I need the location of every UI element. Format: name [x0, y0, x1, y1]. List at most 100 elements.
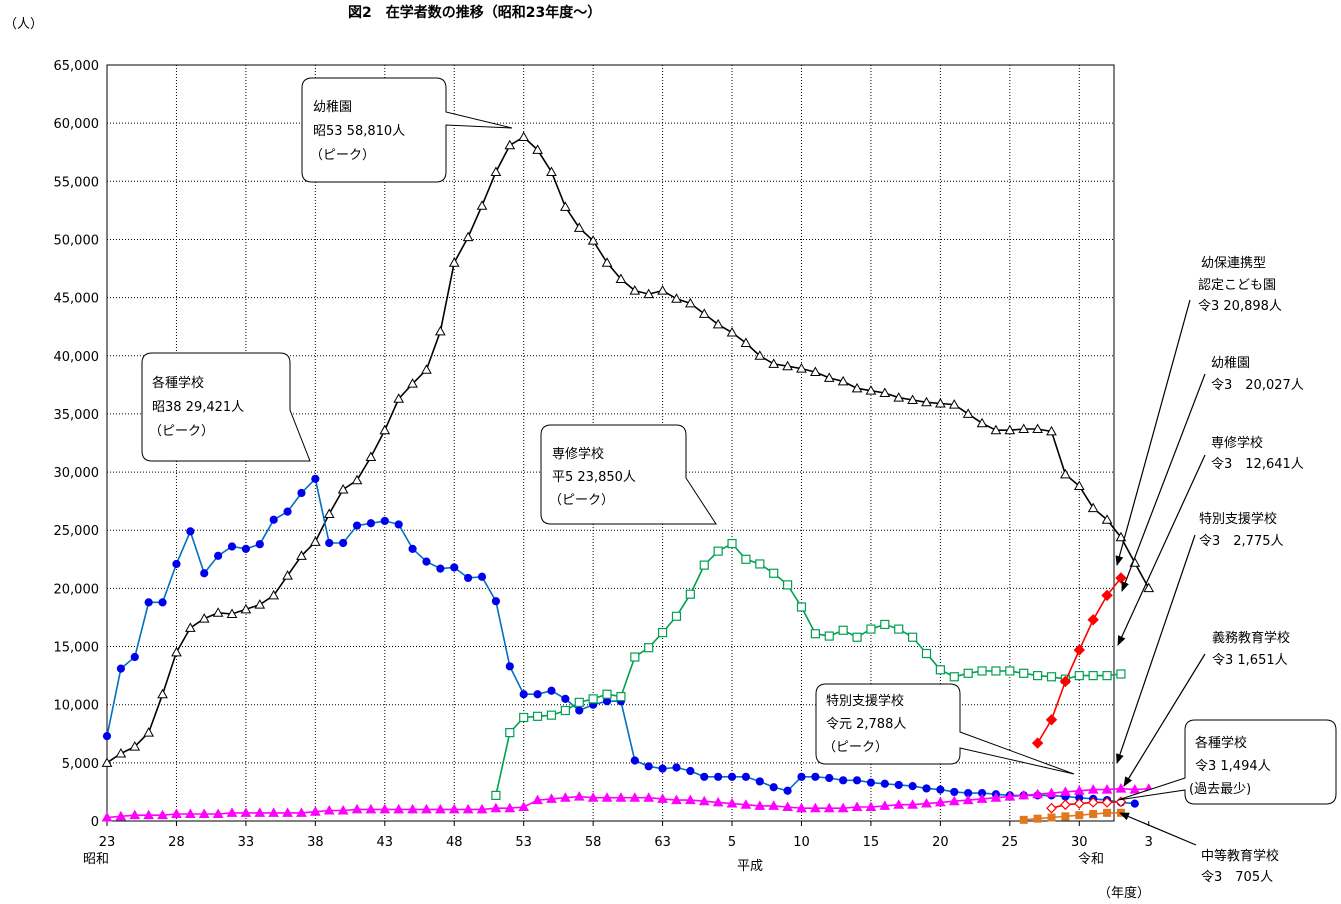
data-point — [422, 557, 431, 566]
series-1 — [102, 474, 1139, 808]
x-tick-label: 25 — [1002, 835, 1019, 850]
data-point — [380, 516, 389, 526]
data-point — [879, 387, 891, 397]
data-point — [908, 782, 917, 791]
data-point — [379, 424, 391, 435]
data-point — [824, 631, 834, 641]
data-point — [546, 166, 557, 177]
data-point — [240, 603, 252, 614]
data-point — [672, 763, 681, 772]
side-label-kodomoen-3: 令3 20,898人 — [1198, 299, 1282, 314]
data-point — [227, 542, 237, 551]
y-tick-label: 10,000 — [54, 699, 100, 714]
data-point — [1101, 589, 1113, 602]
data-point — [811, 772, 820, 781]
data-point — [852, 776, 862, 785]
data-point — [115, 748, 127, 758]
x-tick-label: 23 — [99, 835, 116, 850]
data-point — [1033, 671, 1043, 681]
data-point — [532, 711, 543, 721]
data-point — [962, 408, 974, 418]
data-point — [1075, 811, 1084, 820]
data-point — [1116, 669, 1126, 679]
data-point — [671, 293, 682, 303]
callout-yochien-title: 幼稚園 — [313, 100, 352, 115]
y-tick-label: 0 — [91, 815, 99, 830]
data-point — [950, 787, 959, 797]
x-tick-label: 43 — [377, 835, 394, 850]
data-point — [921, 396, 932, 407]
data-point — [894, 780, 903, 790]
data-point — [1129, 784, 1141, 794]
data-point — [754, 350, 766, 360]
data-point — [1130, 799, 1139, 808]
data-point — [991, 666, 1001, 676]
data-point — [990, 792, 1002, 802]
grid-lines — [107, 65, 1114, 821]
data-point — [976, 793, 988, 803]
data-point — [712, 796, 724, 807]
data-point — [726, 798, 738, 808]
data-point — [547, 686, 556, 695]
data-point — [1018, 789, 1030, 800]
data-point — [268, 807, 280, 817]
data-point — [101, 811, 113, 822]
data-point — [1061, 812, 1070, 821]
data-point — [255, 540, 264, 549]
data-point — [921, 648, 932, 659]
data-point — [254, 599, 266, 609]
data-point — [198, 613, 210, 623]
data-point — [977, 666, 987, 676]
data-point — [476, 803, 488, 814]
arrow-gimu — [1123, 653, 1206, 787]
data-point — [560, 705, 570, 716]
data-point — [143, 727, 155, 737]
side-label-kodomoen-2: 認定こども園 — [1198, 277, 1276, 293]
y-tick-label: 25,000 — [54, 524, 100, 539]
arrow-senshu — [1117, 454, 1206, 646]
side-label-yochien-1: 幼稚園 — [1211, 356, 1250, 371]
x-tick-label: 48 — [446, 835, 463, 850]
data-point — [116, 664, 125, 673]
data-point — [212, 808, 224, 819]
data-point — [1046, 787, 1057, 798]
data-point — [936, 785, 945, 794]
data-point — [1115, 572, 1127, 584]
data-point — [907, 632, 918, 642]
data-point — [365, 803, 377, 814]
data-point — [546, 710, 557, 720]
data-point — [852, 632, 862, 642]
callout-kakushu-min-title: 各種学校 — [1195, 735, 1247, 751]
data-point — [865, 801, 877, 812]
data-point — [379, 803, 391, 814]
x-tick-label: 3 — [1145, 835, 1153, 850]
data-point — [519, 690, 528, 699]
side-label-senshu-1: 専修学校 — [1211, 435, 1263, 451]
data-point — [671, 794, 682, 805]
data-point — [740, 799, 752, 809]
callout-kakushu-min: 各種学校 令3 1,494人 (過去最少) — [1117, 719, 1337, 805]
data-point — [491, 790, 501, 801]
data-point — [615, 273, 627, 284]
data-point — [839, 776, 848, 785]
series-0 — [101, 131, 1155, 767]
data-point — [880, 779, 889, 788]
data-point — [1143, 582, 1155, 593]
data-point — [434, 325, 446, 336]
data-point — [851, 382, 863, 393]
data-point — [587, 792, 599, 802]
data-point — [532, 144, 543, 154]
data-point — [269, 515, 278, 524]
data-point — [948, 795, 960, 806]
data-point — [518, 801, 530, 812]
side-label-kodomoen-1: 幼保連携型 — [1201, 255, 1266, 271]
data-point — [573, 791, 585, 801]
data-point — [144, 598, 153, 607]
series-3 — [101, 783, 1155, 822]
series-2 — [491, 539, 1126, 801]
data-point — [143, 809, 155, 820]
data-point — [866, 778, 876, 787]
data-point — [226, 608, 238, 618]
x-tick-label: 30 — [1071, 835, 1088, 850]
data-point — [685, 794, 696, 805]
